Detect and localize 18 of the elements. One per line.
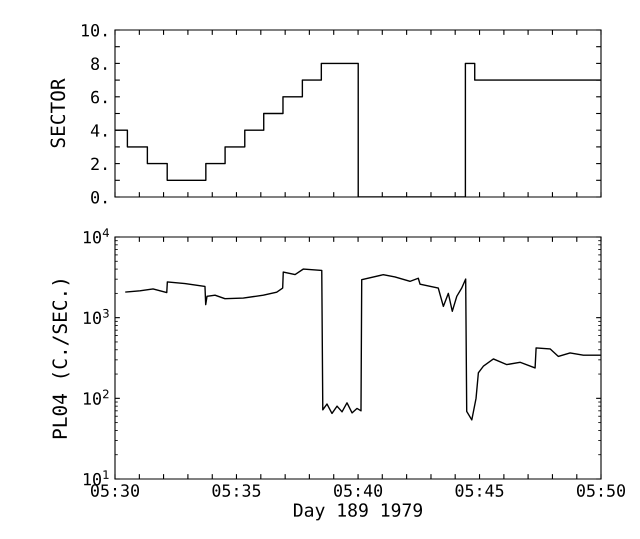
y-axis-title: PL04 (C./SEC.) [52,280,70,438]
x-tick-label: 05:30 [91,484,140,497]
x-tick-label: 05:40 [334,484,382,497]
y-axis-title: SECTOR [50,78,66,148]
y-tick-label: 10$^{4}$ [84,228,109,244]
y-tick-label: 4. [90,124,106,137]
x-tick-label: 05:50 [577,484,626,497]
x-axis-title: Day 189 1979 [294,503,422,520]
y-tick-label: 10$^{3}$ [84,308,109,324]
y-tick-label: 6. [91,90,106,104]
x-tick-label: 05:35 [212,484,260,497]
y-tick-label: 0. [91,191,106,204]
y-tick-label: 8. [91,57,106,70]
y-tick-label: 10$^{1}$ [84,470,109,486]
y-tick-label: 2. [91,158,106,170]
x-tick-label: 05:45 [456,484,504,497]
y-tick-label: 10$^{2}$ [84,390,108,405]
y-tick-label: 10. [82,24,106,37]
